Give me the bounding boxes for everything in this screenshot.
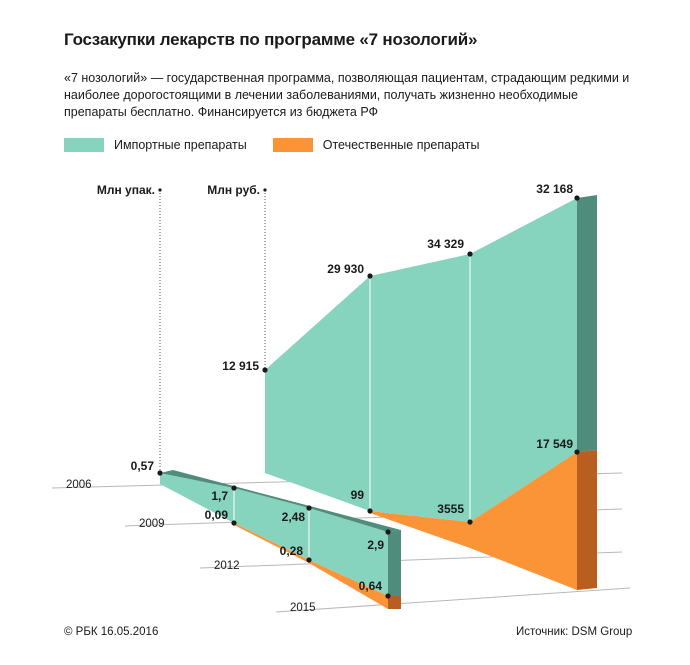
point-imported-rubles-2009 — [367, 273, 373, 279]
point-domestic-rubles-2015 — [574, 449, 580, 455]
label-imported-rubles-2012: 34 329 — [427, 237, 464, 251]
point-domestic-rubles-2012 — [467, 519, 473, 525]
axis-rubles-dot — [263, 188, 267, 192]
axis-label-rubles: Млн руб. — [207, 183, 260, 197]
point-imported-packages-2012 — [306, 505, 312, 511]
legend-swatch-domestic — [272, 138, 313, 152]
label-imported-packages-2006: 0,57 — [131, 459, 155, 473]
chart-subtitle: «7 нозологий» — государственная программ… — [64, 71, 630, 119]
edge-side-imported-rubles — [577, 195, 597, 452]
label-domestic-rubles-2012: 3555 — [437, 502, 464, 516]
edge-side-domestic-rubles — [577, 450, 597, 590]
year-label-2015: 2015 — [290, 602, 316, 614]
source-name: DSM Group — [571, 626, 633, 638]
label-imported-rubles-2009: 29 930 — [327, 262, 364, 276]
copyright: © РБК 16.05.2016 — [64, 626, 159, 638]
edge-side-imported-packages — [388, 530, 401, 596]
legend-label-domestic: Отечественные препараты — [322, 138, 480, 152]
label-domestic-packages-2012: 0,28 — [280, 544, 304, 558]
label-imported-rubles-2006: 12 915 — [222, 359, 259, 373]
point-domestic-rubles-2009 — [367, 508, 373, 514]
year-label-2012: 2012 — [214, 560, 240, 572]
area-imported-packages — [160, 473, 388, 596]
year-label-2009: 2009 — [139, 518, 165, 530]
area-domestic-rubles — [370, 452, 577, 590]
area-imported-rubles — [265, 198, 577, 522]
label-imported-packages-2015: 2,9 — [367, 538, 384, 552]
source: Источник: DSM Group — [516, 626, 632, 638]
legend: Импортные препараты Отечественные препар… — [64, 138, 505, 152]
label-imported-packages-2012: 2,48 — [282, 510, 306, 524]
label-imported-packages-2009: 1,7 — [211, 489, 228, 503]
label-domestic-rubles-2009: 99 — [351, 488, 365, 502]
label-domestic-packages-2009: 0,09 — [205, 508, 229, 522]
legend-swatch-imported — [64, 138, 104, 152]
point-imported-rubles-2015 — [574, 195, 580, 201]
floor-line-2015 — [275, 587, 631, 613]
point-imported-packages-2006 — [157, 470, 163, 476]
edge-side-domestic-packages — [388, 596, 401, 609]
point-domestic-packages-2009 — [231, 520, 237, 526]
point-domestic-packages-2015 — [385, 593, 391, 599]
label-domestic-rubles-2015: 17 549 — [536, 437, 573, 451]
point-imported-rubles-2012 — [467, 251, 473, 257]
axis-label-packages: Млн упак. — [97, 183, 155, 197]
year-label-2006: 2006 — [66, 479, 92, 491]
point-imported-packages-2009 — [231, 485, 237, 491]
source-prefix: Источник: — [516, 626, 569, 638]
chart-title: Госзакупки лекарств по программе «7 нозо… — [64, 30, 478, 49]
point-imported-packages-2015 — [385, 529, 391, 535]
label-domestic-packages-2015: 0,64 — [359, 579, 383, 593]
point-imported-rubles-2006 — [262, 367, 268, 373]
edge-top-packages — [160, 470, 401, 532]
label-imported-rubles-2015: 32 168 — [536, 182, 573, 196]
area-domestic-packages — [234, 523, 388, 609]
legend-item-domestic: Отечественные препараты — [272, 138, 480, 152]
point-domestic-packages-2012 — [306, 557, 312, 563]
legend-item-imported: Импортные препараты — [64, 138, 247, 152]
axis-packages-dot — [158, 188, 162, 192]
legend-label-imported: Импортные препараты — [114, 138, 247, 152]
